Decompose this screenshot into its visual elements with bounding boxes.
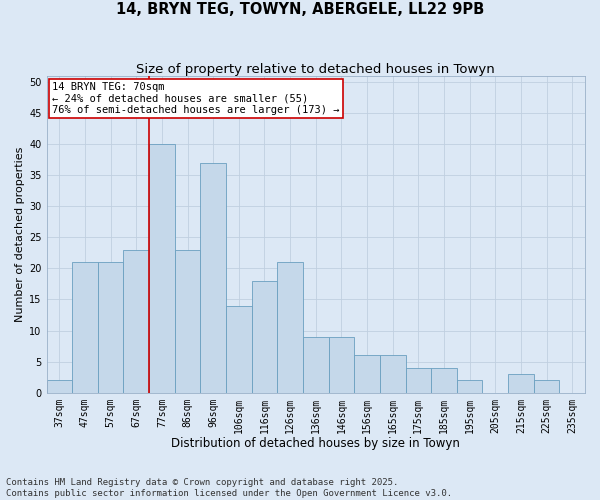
Text: 14, BRYN TEG, TOWYN, ABERGELE, LL22 9PB: 14, BRYN TEG, TOWYN, ABERGELE, LL22 9PB [116, 2, 484, 18]
Bar [354, 356, 380, 393]
Bar [175, 250, 200, 392]
Bar [98, 262, 124, 392]
Bar [457, 380, 482, 392]
Bar [200, 162, 226, 392]
Text: Contains HM Land Registry data © Crown copyright and database right 2025.
Contai: Contains HM Land Registry data © Crown c… [6, 478, 452, 498]
Bar [251, 281, 277, 392]
Bar [406, 368, 431, 392]
Bar [534, 380, 559, 392]
Bar [303, 336, 329, 392]
Bar [508, 374, 534, 392]
Y-axis label: Number of detached properties: Number of detached properties [15, 146, 25, 322]
Bar [329, 336, 354, 392]
X-axis label: Distribution of detached houses by size in Towyn: Distribution of detached houses by size … [172, 437, 460, 450]
Text: 14 BRYN TEG: 70sqm
← 24% of detached houses are smaller (55)
76% of semi-detache: 14 BRYN TEG: 70sqm ← 24% of detached hou… [52, 82, 340, 115]
Bar [149, 144, 175, 392]
Bar [47, 380, 72, 392]
Bar [124, 250, 149, 392]
Bar [226, 306, 251, 392]
Bar [431, 368, 457, 392]
Title: Size of property relative to detached houses in Towyn: Size of property relative to detached ho… [136, 62, 495, 76]
Bar [277, 262, 303, 392]
Bar [380, 356, 406, 393]
Bar [72, 262, 98, 392]
